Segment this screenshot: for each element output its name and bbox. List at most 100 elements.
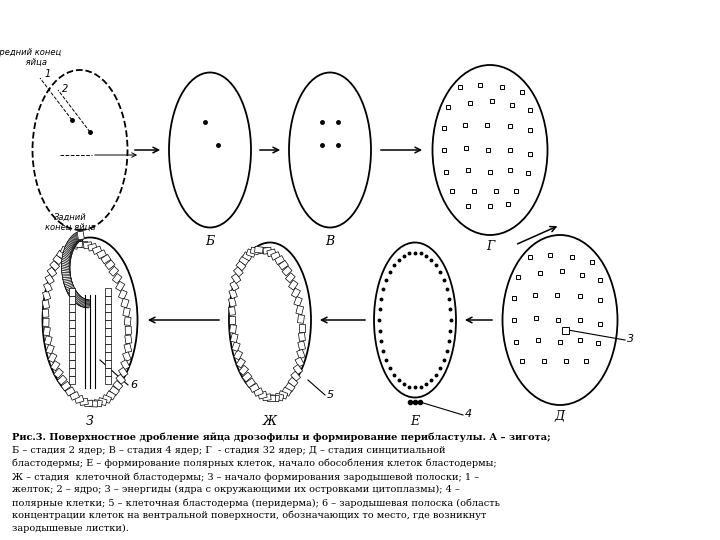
Bar (60, 246, 70, 255)
Bar (243, 252, 252, 261)
Bar (64, 281, 73, 290)
Bar (288, 377, 298, 387)
Bar (53, 368, 63, 378)
Bar (77, 231, 84, 240)
Bar (105, 336, 111, 344)
Bar (78, 298, 87, 307)
Bar (62, 273, 71, 280)
Bar (229, 289, 238, 299)
Bar (466, 168, 470, 172)
Bar (105, 344, 111, 352)
Bar (125, 326, 131, 334)
Bar (239, 256, 249, 265)
Bar (536, 338, 540, 342)
Bar (72, 294, 82, 303)
Ellipse shape (229, 242, 311, 397)
Bar (533, 293, 537, 297)
Bar (228, 298, 236, 307)
Bar (74, 241, 83, 248)
Bar (63, 280, 73, 288)
Bar (490, 99, 494, 103)
Bar (105, 296, 111, 304)
Text: желток; 2 – ядро; 3 – энергиды (ядра с окружающими их островками цитоплазмы); 4 : желток; 2 – ядро; 3 – энергиды (ядра с о… (12, 485, 460, 494)
Bar (43, 318, 49, 326)
Bar (63, 277, 72, 285)
Bar (296, 306, 304, 315)
Bar (50, 361, 60, 370)
Bar (555, 293, 559, 297)
Bar (63, 249, 73, 258)
Bar (66, 387, 75, 396)
Bar (292, 288, 300, 298)
Bar (64, 244, 74, 254)
Bar (105, 288, 111, 296)
Bar (578, 294, 582, 298)
Bar (229, 316, 235, 324)
Bar (289, 280, 298, 290)
Bar (105, 320, 111, 328)
Bar (267, 395, 275, 401)
Bar (124, 343, 132, 353)
Bar (282, 266, 292, 276)
Bar (63, 274, 71, 281)
Bar (74, 232, 82, 241)
Bar (121, 360, 130, 370)
Text: Д: Д (555, 410, 565, 423)
Bar (62, 251, 72, 260)
Bar (528, 152, 532, 156)
Bar (254, 246, 264, 253)
Bar (65, 241, 75, 252)
Bar (486, 148, 490, 152)
Bar (295, 357, 304, 367)
Bar (236, 358, 246, 368)
Text: 2: 2 (62, 84, 68, 94)
Bar (564, 360, 568, 363)
Text: полярные клетки; 5 – клеточная бластодерма (перидерма); 6 – зародышевая полоска : полярные клетки; 5 – клеточная бластодер… (12, 498, 500, 508)
Bar (69, 368, 75, 376)
Text: З: З (86, 415, 94, 428)
Bar (548, 253, 552, 257)
Bar (56, 250, 66, 259)
Bar (534, 316, 538, 320)
Bar (69, 312, 75, 320)
Bar (458, 85, 462, 89)
Ellipse shape (42, 238, 138, 402)
Bar (63, 247, 73, 256)
Bar (61, 259, 71, 267)
Bar (558, 340, 562, 343)
Bar (88, 244, 97, 251)
Bar (542, 360, 546, 363)
Text: 1: 1 (45, 69, 51, 79)
Ellipse shape (374, 242, 456, 397)
Bar (105, 260, 115, 269)
Text: 4: 4 (465, 409, 472, 419)
Bar (228, 307, 235, 315)
Bar (125, 317, 131, 326)
Text: 5: 5 (327, 390, 334, 400)
Bar (578, 318, 582, 322)
Bar (65, 243, 74, 253)
Bar (101, 254, 111, 264)
Bar (43, 327, 50, 336)
Text: концентрации клеток на вентральной поверхности, обозначающих то место, где возни: концентрации клеток на вентральной повер… (12, 511, 487, 521)
Bar (259, 247, 267, 253)
Bar (71, 234, 80, 244)
Bar (584, 360, 588, 363)
Bar (109, 386, 120, 396)
Bar (274, 255, 284, 265)
Bar (57, 375, 67, 385)
Bar (282, 387, 292, 396)
Bar (105, 304, 111, 312)
Bar (68, 237, 78, 247)
Bar (293, 364, 302, 375)
Bar (488, 170, 492, 173)
Bar (291, 372, 300, 381)
Bar (109, 266, 119, 276)
Bar (271, 395, 279, 402)
Bar (236, 261, 246, 271)
Bar (42, 291, 50, 300)
Bar (46, 345, 54, 354)
Bar (233, 267, 243, 276)
Bar (96, 250, 107, 259)
Bar (299, 324, 305, 332)
